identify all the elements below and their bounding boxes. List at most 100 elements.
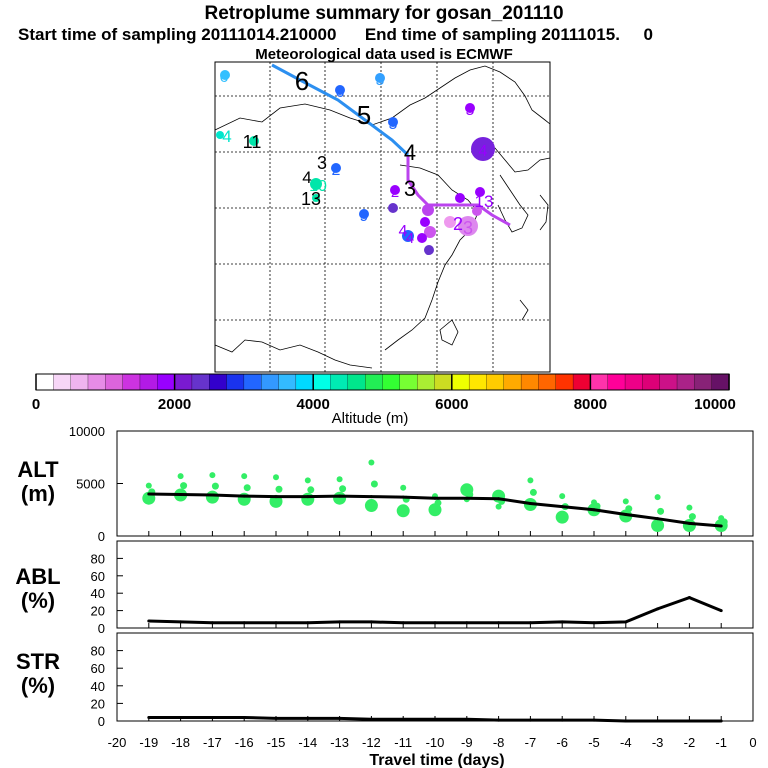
x-tick-label: -14 (298, 735, 317, 750)
chart-title: Retroplume summary for gosan_201110 (204, 3, 564, 24)
str-y-tick-label: 40 (91, 679, 105, 694)
str-series-point (306, 716, 310, 720)
alt-label: ALT (17, 457, 59, 482)
abl-panel-frame (116, 540, 754, 629)
str-y-tick-label: 60 (91, 661, 105, 676)
str-label: STR (16, 649, 60, 674)
abl-series-point (528, 621, 532, 625)
abl-y-tick-label: 60 (91, 569, 105, 584)
alt-cluster-mid (466, 491, 474, 499)
alt-cluster-mid (370, 480, 378, 488)
alt-series-point (242, 494, 246, 498)
x-axis-label: Travel time (days) (369, 752, 504, 768)
alt-series-point (338, 494, 342, 498)
x-tick-label: -1 (715, 735, 727, 750)
abl-series-point (401, 621, 405, 625)
alt-series-point (465, 496, 469, 500)
x-tick-label: -2 (684, 735, 696, 750)
x-tick-label: -5 (588, 735, 600, 750)
str-y-tick-label: 20 (91, 696, 105, 711)
alt-cluster-upper (559, 493, 566, 500)
alt-cluster-main (651, 519, 665, 532)
abl-series-point (274, 621, 278, 625)
alt-y-tick-label: 10000 (69, 424, 105, 439)
alt-series-point (274, 495, 278, 499)
str-series-point (592, 718, 596, 722)
x-tick-label: -16 (235, 735, 254, 750)
abl-series-point (179, 620, 183, 624)
alt-cluster-mid (211, 482, 219, 490)
str-series-point (210, 715, 214, 719)
x-tick-label: -11 (394, 735, 412, 750)
alt-series-point (306, 495, 310, 499)
abl-series-point (369, 620, 373, 624)
met-data-label: Meteorological data used is ECMWF (255, 46, 513, 63)
str-series-point (401, 717, 405, 721)
alt-cluster-upper (400, 484, 407, 491)
alt-cluster-mid (625, 505, 633, 513)
abl-series-point (242, 621, 246, 625)
alt-cluster-mid (275, 485, 283, 493)
alt-cluster-upper (686, 504, 693, 511)
alt-cluster-upper (241, 473, 248, 480)
alt-axis-label: ALT (m) (17, 457, 59, 506)
alt-series-point (687, 521, 691, 525)
abl-label: ABL (15, 564, 60, 589)
str-series-point (528, 718, 532, 722)
abl-axis-label: ABL (%) (15, 564, 60, 613)
alt-cluster-mid (243, 484, 251, 492)
str-axis-label: STR (%) (16, 649, 60, 698)
str-series-point (497, 718, 501, 722)
x-tick-label: -18 (171, 735, 190, 750)
alt-series-point (210, 493, 214, 497)
x-tick-label: -17 (203, 735, 222, 750)
alt-cluster-main (301, 492, 315, 506)
abl-y-tick-label: 80 (91, 551, 105, 566)
x-tick-label: -15 (267, 735, 286, 750)
abl-y-tick-label: 40 (91, 586, 105, 601)
x-tick-label: -7 (525, 735, 537, 750)
abl-series-line (148, 595, 722, 625)
abl-y-tick-label: 0 (98, 621, 105, 636)
alt-cluster-mid (657, 507, 665, 515)
alt-cluster-upper (336, 476, 343, 483)
alt-cluster-main (396, 504, 410, 518)
x-tick-label: -20 (108, 735, 127, 750)
alt-cluster-upper (145, 482, 152, 489)
alt-y-tick-label: 5000 (76, 477, 105, 492)
x-tick-label: -8 (493, 735, 505, 750)
abl-series-point (719, 609, 723, 613)
x-tick-label: -6 (556, 735, 568, 750)
alt-cluster-mid (180, 482, 188, 490)
x-tick-label: -9 (461, 735, 473, 750)
alt-cluster-mid (339, 485, 347, 493)
alt-cluster-upper (273, 474, 279, 481)
alt-unit: (m) (21, 481, 55, 506)
str-series-point (242, 715, 246, 719)
alt-cluster-upper (368, 459, 375, 466)
abl-unit: (%) (21, 588, 55, 613)
abl-series-point (592, 621, 596, 625)
alt-cluster-upper (622, 498, 629, 505)
abl-series-point (433, 621, 437, 625)
sampling-times: Start time of sampling 20111014.210000 E… (18, 25, 768, 45)
alt-series-point (560, 505, 564, 509)
alt-series-point (433, 496, 437, 500)
alt-series-point (147, 492, 151, 496)
alt-series-point (624, 512, 628, 516)
alt-series-point (656, 517, 660, 521)
alt-cluster-upper (654, 494, 661, 501)
alt-cluster-mid (529, 488, 537, 496)
str-series-point (687, 719, 691, 723)
alt-cluster-mid (720, 518, 728, 526)
alt-cluster-upper (209, 472, 216, 479)
x-tick-label: -10 (426, 735, 445, 750)
alt-cluster-main (428, 503, 442, 517)
alt-series-point (497, 497, 501, 501)
x-tick-label: -3 (652, 735, 664, 750)
x-tick-label: -13 (330, 735, 349, 750)
str-series-point (656, 719, 660, 723)
end-time-suffix: 0 (643, 25, 654, 44)
x-tick-label: -19 (139, 735, 158, 750)
str-panel-frame (116, 632, 754, 722)
